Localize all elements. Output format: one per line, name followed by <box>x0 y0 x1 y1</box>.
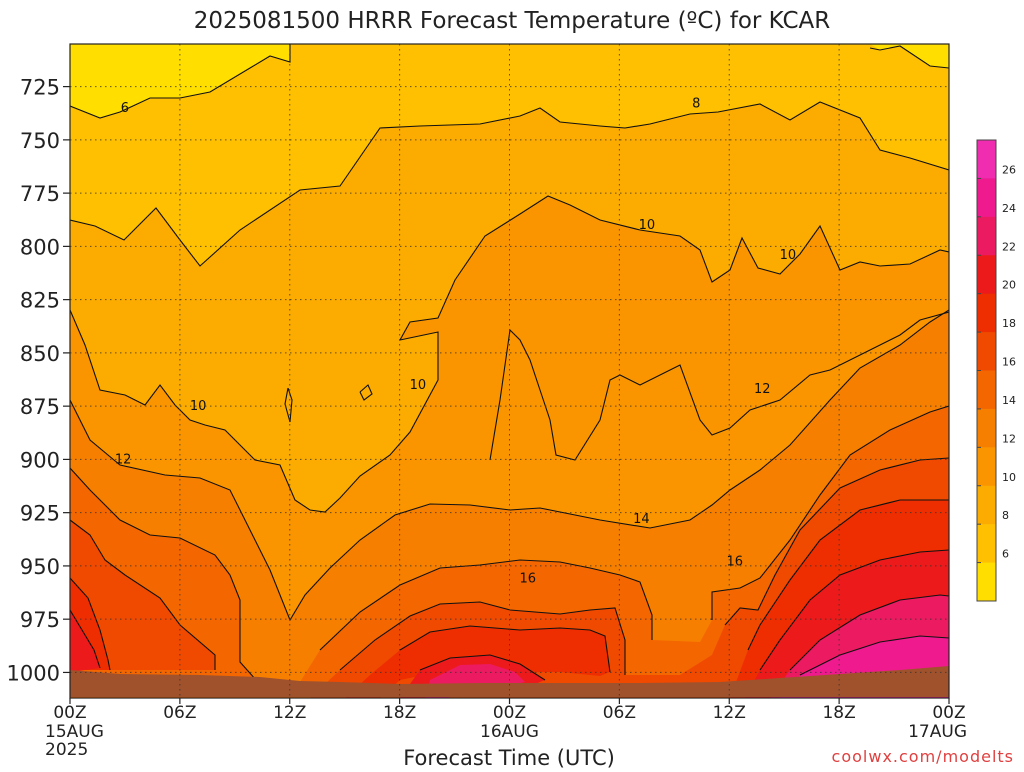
colorbar-swatch <box>977 562 996 602</box>
colorbar-swatch <box>977 370 996 410</box>
x-date-label: 17AUG <box>908 722 967 742</box>
colorbar-label: 14 <box>1002 394 1016 407</box>
colorbar-label: 16 <box>1002 356 1016 369</box>
y-tick-label: 750 <box>20 129 60 153</box>
contour-12 <box>70 309 949 622</box>
contour-10-upper <box>70 195 949 513</box>
contour-6-right <box>869 45 949 69</box>
contour-label: 12 <box>754 382 771 397</box>
colorbar-label: 10 <box>1002 471 1016 484</box>
contour-lines <box>70 44 949 691</box>
colorbar-swatch <box>977 447 996 487</box>
x-tick-label: 00Z <box>53 703 86 723</box>
colorbar-swatch <box>977 293 996 333</box>
contour-18-right <box>747 499 949 651</box>
y-tick-label: 1000 <box>7 661 60 685</box>
grid-lines <box>70 44 949 698</box>
y-tick-label: 875 <box>20 395 60 419</box>
colorbar-swatch <box>977 255 996 295</box>
contour-20-left <box>70 609 101 669</box>
colorbar: 26 24 22 20 18 16 14 12 10 8 6 <box>976 139 1016 602</box>
y-tick-label: 825 <box>20 289 60 313</box>
chart-title: 2025081500 HRRR Forecast Temperature (ºC… <box>194 8 831 34</box>
colorbar-label: 20 <box>1002 279 1016 292</box>
x-tick-label: 12Z <box>713 703 746 723</box>
band-18-20 <box>70 458 949 698</box>
contour-6 <box>70 44 291 119</box>
contour-10-island-2 <box>359 384 373 401</box>
contour-8 <box>70 101 949 267</box>
y-tick-label: 775 <box>20 182 60 206</box>
colorbar-swatch <box>977 408 996 448</box>
colorbar-label: 12 <box>1002 432 1016 445</box>
credit-text: coolwx.com/modelts <box>832 747 1014 766</box>
x-date-label: 2025 <box>45 740 88 760</box>
contour-label: 8 <box>692 97 700 112</box>
y-tick-label: 975 <box>20 608 60 632</box>
x-tick-label: 00Z <box>932 703 965 723</box>
colorbar-label: 18 <box>1002 317 1016 330</box>
x-tick-label: 06Z <box>163 703 196 723</box>
colorbar-swatch <box>977 216 996 256</box>
colorbar-label: 22 <box>1002 240 1016 253</box>
x-date-label: 16AUG <box>480 722 539 742</box>
x-tick-label: 06Z <box>603 703 636 723</box>
x-axis-label: Forecast Time (UTC) <box>403 746 615 768</box>
colorbar-label: 6 <box>1002 548 1009 561</box>
band-6-8-right <box>870 44 949 68</box>
colorbar-label: 24 <box>1002 202 1016 215</box>
x-tick-label: 00Z <box>493 703 526 723</box>
contour-label: 10 <box>639 218 656 233</box>
x-date-label: 15AUG <box>45 722 104 742</box>
x-tick-label: 12Z <box>273 703 306 723</box>
colorbar-swatch <box>977 140 996 179</box>
contour-label: 10 <box>190 399 207 414</box>
y-axis: 725 750 775 800 825 850 875 900 925 950 975 1000 <box>7 76 70 685</box>
contour-label: 16 <box>520 572 537 587</box>
contour-18-left <box>70 577 111 671</box>
y-tick-label: 900 <box>20 448 60 472</box>
colorbar-swatch <box>977 178 996 218</box>
contour-22-right <box>789 594 949 671</box>
contour-10-island <box>284 387 293 423</box>
contour-16-right <box>724 457 949 626</box>
colorbar-label: 8 <box>1002 509 1009 522</box>
contour-20-mid <box>419 654 546 681</box>
contour-label: 6 <box>121 101 129 116</box>
y-tick-label: 950 <box>20 555 60 579</box>
y-tick-label: 800 <box>20 235 60 259</box>
contour-label-layer: 6 8 10 10 10 10 12 12 14 16 16 <box>115 97 796 587</box>
contour-16-left <box>70 519 216 670</box>
contour-20-right <box>759 549 949 671</box>
contour-label: 16 <box>726 555 743 570</box>
x-tick-label: 18Z <box>822 703 855 723</box>
contour-label: 14 <box>633 512 650 527</box>
contour-24-right <box>799 635 949 676</box>
contour-18-mid <box>399 625 611 673</box>
y-tick-label: 850 <box>20 342 60 366</box>
contour-label: 12 <box>115 452 132 467</box>
contour-label: 10 <box>780 248 797 263</box>
colorbar-swatch <box>977 485 996 525</box>
colorbar-label: 26 <box>1002 163 1016 176</box>
x-tick-label: 18Z <box>383 703 416 723</box>
contour-14 <box>70 467 266 691</box>
y-tick-label: 725 <box>20 76 60 100</box>
band-6-8 <box>70 44 290 118</box>
contour-label: 10 <box>410 378 427 393</box>
contour-14-c <box>711 405 949 620</box>
y-tick-label: 925 <box>20 502 60 526</box>
colorbar-swatch <box>977 332 996 371</box>
colorbar-swatch <box>977 524 996 564</box>
contour-12-tongue <box>489 311 949 461</box>
contour-14-b <box>319 559 653 651</box>
